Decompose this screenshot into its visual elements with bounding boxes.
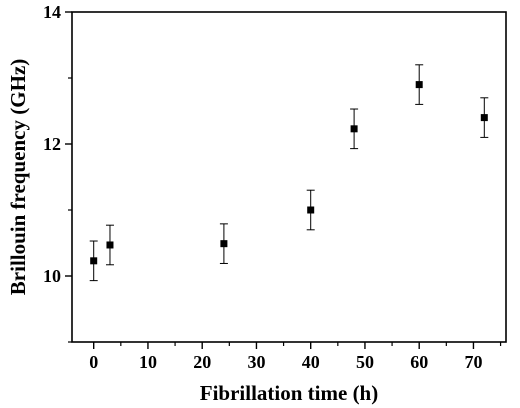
data-point bbox=[89, 240, 98, 282]
x-tick-label: 20 bbox=[193, 352, 211, 372]
data-point bbox=[105, 224, 114, 266]
y-tick-label: 10 bbox=[43, 266, 61, 286]
plot-border bbox=[71, 11, 507, 343]
x-tick-label: 70 bbox=[464, 352, 482, 372]
ticks: 0 10 20 30 40 50 60 70 10 12 14 bbox=[43, 2, 502, 372]
square-marker bbox=[350, 125, 358, 133]
data-point bbox=[306, 189, 315, 231]
y-tick-label: 14 bbox=[43, 2, 61, 22]
x-tick-label: 60 bbox=[410, 352, 428, 372]
x-tick-label: 0 bbox=[89, 352, 98, 372]
x-tick-label: 40 bbox=[302, 352, 320, 372]
data-point bbox=[350, 108, 359, 150]
square-marker bbox=[220, 240, 228, 248]
square-marker bbox=[415, 81, 423, 89]
data-point bbox=[480, 97, 489, 138]
square-marker bbox=[480, 114, 488, 122]
square-marker bbox=[106, 241, 114, 249]
data-point bbox=[219, 223, 228, 264]
data-marks bbox=[89, 64, 489, 282]
plot-area bbox=[71, 11, 507, 343]
square-marker bbox=[90, 257, 98, 265]
x-tick-label: 30 bbox=[247, 352, 265, 372]
square-marker bbox=[307, 206, 315, 214]
x-axis-label: Fibrillation time (h) bbox=[200, 381, 378, 405]
x-tick-label: 10 bbox=[139, 352, 157, 372]
x-tick-label: 50 bbox=[356, 352, 374, 372]
y-axis-label: Brillouin frequency (GHz) bbox=[6, 59, 30, 295]
y-tick-label: 12 bbox=[43, 134, 61, 154]
data-point bbox=[415, 64, 424, 105]
